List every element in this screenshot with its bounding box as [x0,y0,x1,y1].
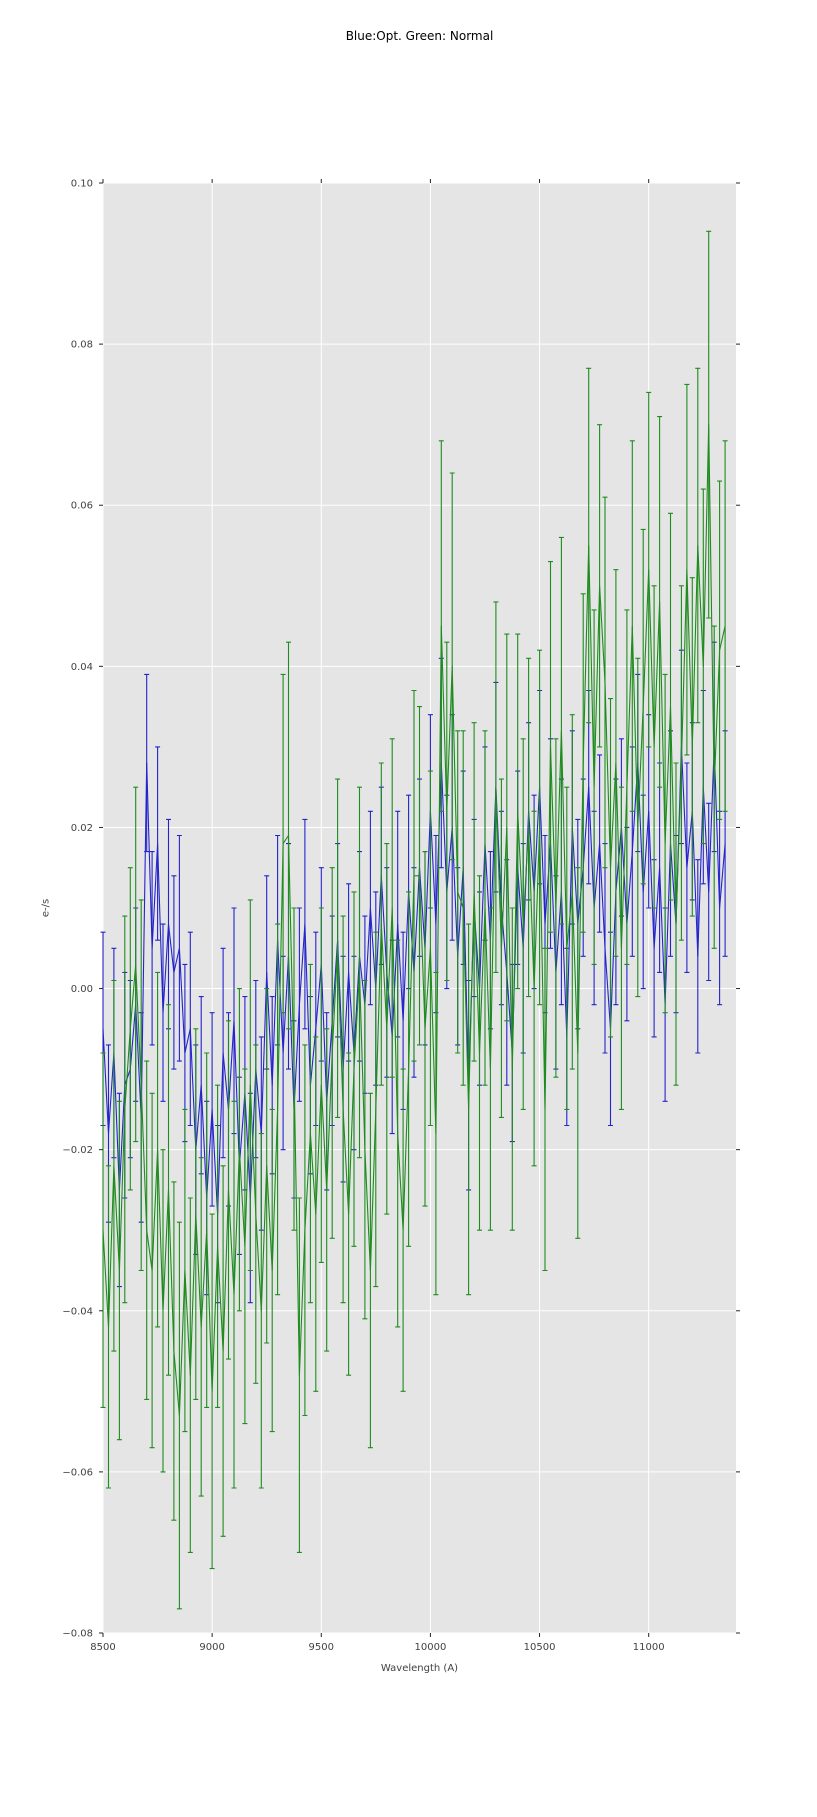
x-tick-label: 8500 [90,1642,115,1653]
y-tick-label: −0.06 [62,1467,93,1478]
x-tick-label: 9000 [199,1642,224,1653]
x-tick-label: 10000 [415,1642,447,1653]
series-normal-line [102,424,726,1417]
y-axis-label: e-/s [40,898,52,918]
y-tick-label: 0.02 [71,823,93,834]
y-tick-label: 0.10 [71,179,93,190]
chart-title: Blue:Opt. Green: Normal [345,29,494,43]
y-tick-label: −0.08 [62,1629,93,1640]
y-tick-label: −0.02 [62,1145,93,1156]
y-tick-label: 0.04 [71,662,93,673]
y-tick-label: 0.08 [71,340,93,351]
x-tick-label: 9500 [309,1642,334,1653]
y-tick-label: 0.00 [71,984,93,995]
x-axis-label: Wavelength (A) [380,1663,459,1674]
y-tick-label: 0.06 [71,501,93,512]
x-tick-label: 10500 [524,1642,556,1653]
y-tick-label: −0.04 [62,1306,93,1317]
x-tick-label: 11000 [633,1642,665,1653]
